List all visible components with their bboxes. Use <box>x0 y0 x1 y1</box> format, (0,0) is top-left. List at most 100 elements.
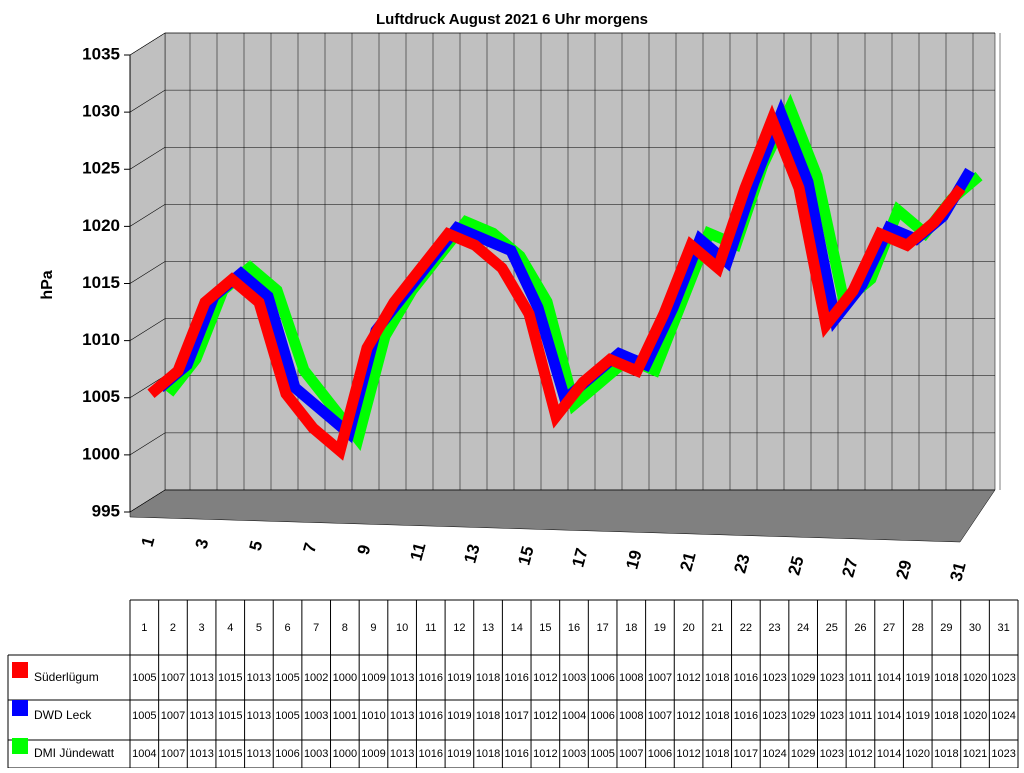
table-header: 25 <box>826 622 838 634</box>
table-cell: 1019 <box>447 672 471 684</box>
table-cell: 1006 <box>590 672 614 684</box>
x-tick-label: 23 <box>730 552 753 575</box>
table-cell: 1012 <box>676 672 700 684</box>
table-cell: 1017 <box>734 748 758 760</box>
table-cell: 1003 <box>304 710 328 722</box>
grid-line <box>129 204 995 227</box>
table-header: 12 <box>453 622 465 634</box>
table-cell: 1010 <box>361 710 385 722</box>
grid-line <box>129 32 995 56</box>
table-header: 28 <box>912 622 924 634</box>
table-cell: 1024 <box>762 748 786 760</box>
table-cell: 1021 <box>963 748 987 760</box>
table-cell: 1023 <box>820 748 844 760</box>
table-cell: 1013 <box>390 672 414 684</box>
table-header: 16 <box>568 622 580 634</box>
table-cell: 1018 <box>476 710 500 722</box>
y-axis-label: hPa <box>39 270 56 299</box>
table-cell: 1012 <box>676 748 700 760</box>
table-cell: 1018 <box>934 748 958 760</box>
table-cell: 1024 <box>991 710 1015 722</box>
table-cell: 1013 <box>390 710 414 722</box>
series-line <box>147 104 966 461</box>
table-cell: 1002 <box>304 672 328 684</box>
table-cell: 1007 <box>619 748 643 760</box>
table-cell: 1016 <box>504 672 528 684</box>
table-cell: 1006 <box>648 748 672 760</box>
y-tick-label: 1000 <box>82 444 120 463</box>
x-tick-label: 7 <box>300 541 321 555</box>
table-cell: 1014 <box>877 710 901 722</box>
x-tick-label: 25 <box>784 554 807 577</box>
y-tick-label: 1005 <box>82 387 120 406</box>
table-header: 13 <box>482 622 494 634</box>
table-cell: 1023 <box>762 710 786 722</box>
table-header: 2 <box>170 622 176 634</box>
table-header: 11 <box>425 622 436 634</box>
x-tick-label: 17 <box>568 546 591 569</box>
x-tick-label: 1 <box>138 535 159 549</box>
table-header: 31 <box>998 622 1010 634</box>
table-header: 6 <box>284 622 290 634</box>
table-cell: 1013 <box>247 672 271 684</box>
table-cell: 1023 <box>820 672 844 684</box>
table-cell: 1016 <box>419 748 443 760</box>
table-cell: 1003 <box>562 672 586 684</box>
table-cell: 1013 <box>247 710 271 722</box>
table-cell: 1012 <box>533 710 557 722</box>
table-cell: 1000 <box>333 672 357 684</box>
table-cell: 1009 <box>361 748 385 760</box>
table-cell: 1015 <box>218 710 242 722</box>
table-cell: 1014 <box>877 672 901 684</box>
table-cell: 1005 <box>132 710 156 722</box>
table-cell: 1008 <box>619 672 643 684</box>
x-tick-label: 5 <box>246 539 267 553</box>
legend-label: DWD Leck <box>34 708 92 722</box>
table-header: 21 <box>711 622 723 634</box>
grid-line <box>129 489 995 513</box>
table-cell: 1013 <box>189 748 213 760</box>
table-cell: 1018 <box>934 672 958 684</box>
table-header: 15 <box>539 622 551 634</box>
table-cell: 1013 <box>390 748 414 760</box>
legend-swatch <box>12 662 28 678</box>
table-cell: 1018 <box>476 672 500 684</box>
table-cell: 1005 <box>275 710 299 722</box>
y-tick-label: 1010 <box>82 330 120 349</box>
table-cell: 1023 <box>991 672 1015 684</box>
table-cell: 1001 <box>333 710 357 722</box>
y-tick-label: 1015 <box>82 273 120 292</box>
x-tick-label: 31 <box>946 560 969 583</box>
y-tick-label: 1025 <box>82 159 120 178</box>
x-tick-label: 11 <box>407 541 430 563</box>
table-cell: 1013 <box>189 710 213 722</box>
table-header: 8 <box>342 622 348 634</box>
table-header: 18 <box>625 622 637 634</box>
table-cell: 1016 <box>419 710 443 722</box>
floor <box>129 489 996 543</box>
table-header: 9 <box>370 622 376 634</box>
table-cell: 1007 <box>161 672 185 684</box>
table-cell: 1018 <box>476 748 500 760</box>
table-cell: 1023 <box>991 748 1015 760</box>
table-cell: 1019 <box>447 710 471 722</box>
grid-line <box>129 146 995 170</box>
table-cell: 1015 <box>218 748 242 760</box>
table-header: 24 <box>797 622 809 634</box>
table-cell: 1029 <box>791 710 815 722</box>
table-cell: 1016 <box>504 748 528 760</box>
legend-swatch <box>12 738 28 754</box>
table-cell: 1003 <box>562 748 586 760</box>
table-cell: 1008 <box>619 710 643 722</box>
table-header: 10 <box>396 622 408 634</box>
grid-line <box>129 89 995 113</box>
table-cell: 1011 <box>849 672 873 684</box>
table-cell: 1013 <box>189 672 213 684</box>
table-header: 30 <box>969 622 981 634</box>
table-cell: 1018 <box>934 710 958 722</box>
legend-label: Süderlügum <box>34 670 99 684</box>
table-header: 3 <box>199 622 205 634</box>
table-cell: 1017 <box>504 710 528 722</box>
